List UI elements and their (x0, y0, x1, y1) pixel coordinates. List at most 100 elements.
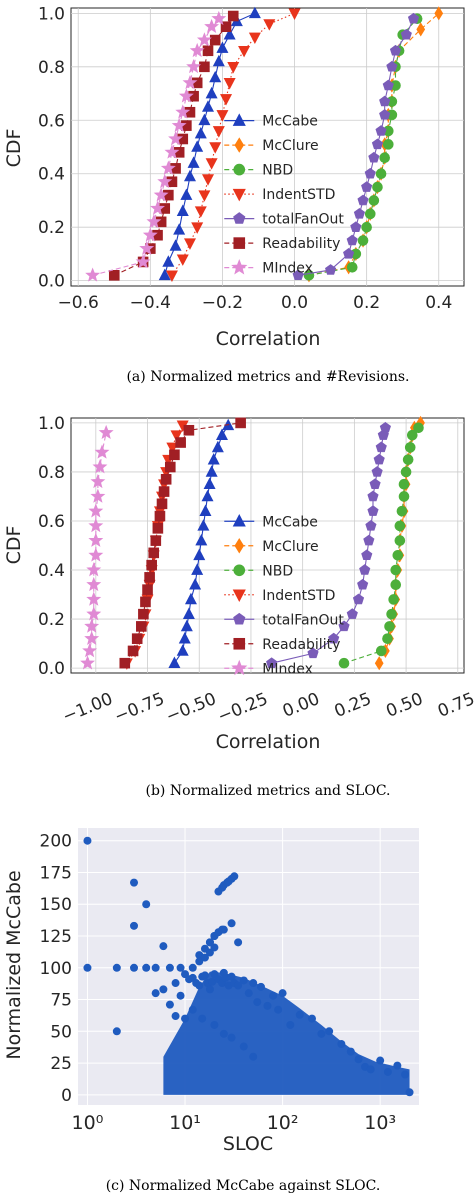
data-point (365, 520, 377, 531)
y-tick-label: 75 (50, 991, 72, 1011)
data-point (207, 453, 220, 465)
data-point (382, 79, 394, 91)
x-tick-label: −0.6 (58, 293, 99, 313)
data-point (202, 100, 215, 112)
data-point (160, 473, 172, 485)
data-point (295, 1010, 304, 1019)
data-point (178, 632, 191, 644)
data-point (84, 618, 100, 633)
y-tick-label: 0.2 (38, 218, 65, 238)
data-point (83, 836, 92, 845)
legend-item: totalFanOut (224, 612, 344, 628)
data-point (384, 621, 395, 632)
data-point (413, 422, 424, 434)
data-point (130, 878, 139, 887)
data-point (386, 608, 397, 620)
data-point (211, 10, 227, 26)
data-point (159, 985, 168, 994)
data-point (227, 62, 240, 74)
data-point (151, 989, 160, 998)
legend-marker (231, 259, 248, 275)
data-point (364, 208, 376, 220)
data-point (328, 632, 340, 644)
data-point (151, 963, 160, 972)
data-point (248, 6, 261, 19)
panel-c-y-axis-label: Normalized McCabe (3, 870, 25, 1059)
data-point (175, 104, 191, 119)
data-point (405, 1088, 414, 1097)
data-point (191, 563, 204, 575)
data-point (369, 478, 381, 489)
data-point (220, 21, 232, 33)
legend-item: McCabe (224, 514, 318, 530)
data-point (85, 267, 101, 282)
legend-item: NBD (224, 163, 293, 179)
data-point (181, 1014, 190, 1023)
data-point (164, 144, 180, 159)
data-point (388, 594, 399, 605)
data-point (191, 222, 204, 234)
data-point (244, 989, 253, 998)
data-point (176, 963, 185, 972)
data-point (175, 437, 186, 448)
data-point (166, 442, 179, 455)
data-point (368, 195, 380, 206)
data-point (218, 925, 227, 934)
data-point (86, 591, 102, 606)
legend-item: totalFanOut (224, 212, 344, 228)
data-point (112, 963, 121, 972)
data-point (363, 534, 375, 546)
x-tick-label: 0.0 (281, 293, 308, 313)
data-point (374, 656, 384, 671)
data-point (194, 206, 207, 218)
data-point (212, 126, 225, 138)
data-point (204, 18, 220, 34)
data-point (88, 532, 104, 547)
data-point (400, 466, 412, 478)
data-point (343, 248, 355, 259)
data-point (338, 620, 350, 632)
data-point (148, 547, 160, 559)
data-point (263, 19, 276, 31)
data-point (186, 58, 202, 74)
data-point (153, 187, 169, 202)
data-point (158, 268, 171, 281)
data-point (90, 488, 106, 503)
data-point (390, 579, 402, 591)
data-point (325, 1027, 334, 1036)
data-point (176, 644, 189, 656)
data-point (201, 489, 214, 502)
data-point (209, 70, 222, 83)
panel-a-x-axis-label: Correlation (216, 328, 321, 350)
data-point (176, 254, 189, 266)
legend-marker (233, 564, 246, 577)
panel-b-legend: McCabe McClure NBD IndentSTD totalFanOut Read… (224, 514, 344, 677)
data-point (138, 608, 149, 620)
legend-item: McClure (224, 137, 319, 154)
data-point (119, 657, 131, 669)
data-point (86, 562, 102, 577)
data-point (199, 504, 212, 516)
data-point (353, 207, 366, 219)
data-point (183, 238, 196, 250)
data-point (171, 117, 187, 132)
data-point (108, 270, 120, 281)
x-tick-label: −0.4 (130, 293, 171, 313)
series-mccabe (168, 418, 235, 668)
panel-c-points (83, 836, 414, 1097)
series-totalfanout (266, 421, 391, 668)
data-point (346, 1047, 355, 1056)
panel-a-y-ticks: 0.0 0.2 0.4 0.6 0.8 1.0 (38, 4, 65, 291)
data-point (187, 156, 200, 168)
y-tick-label: 0.0 (38, 272, 65, 292)
data-point (361, 221, 372, 233)
data-point (379, 152, 390, 163)
data-point (372, 181, 383, 193)
data-point (83, 963, 92, 972)
data-point (379, 109, 391, 120)
data-point (88, 547, 104, 562)
legend-marker (234, 538, 245, 554)
data-point (142, 963, 151, 972)
y-tick-label: 0.0 (38, 659, 65, 679)
